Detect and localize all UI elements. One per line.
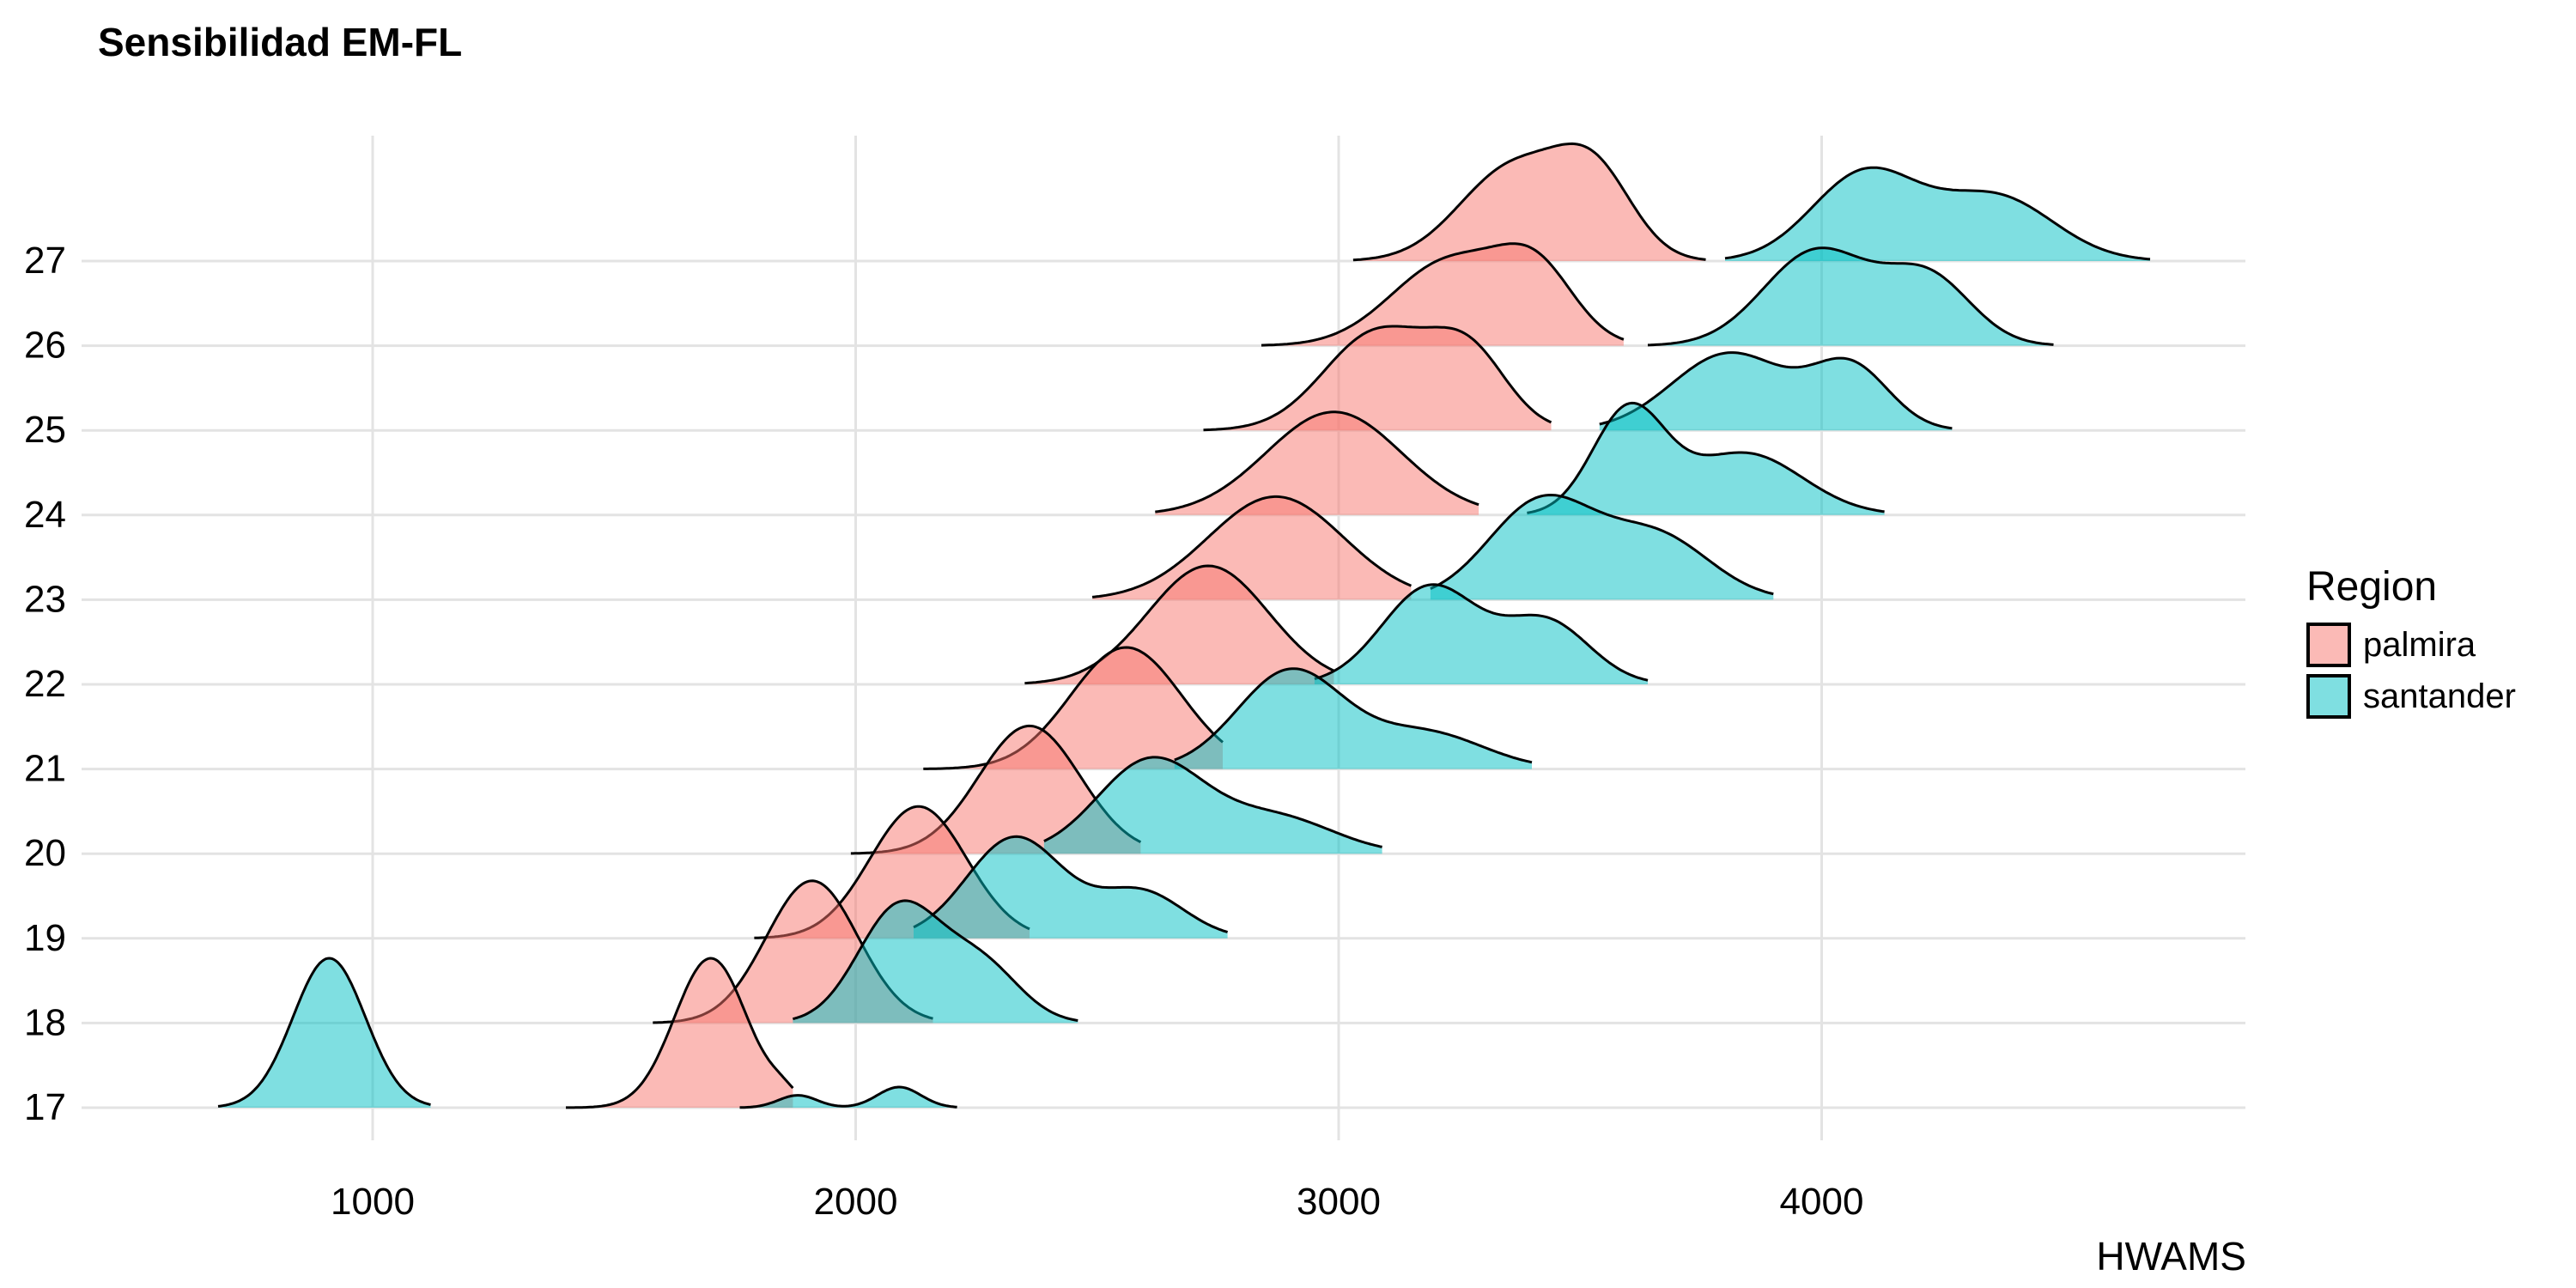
ridge-palmira-26-fill: [1261, 243, 1624, 346]
ridge-palmira-25-outline: [1203, 325, 1552, 432]
ridge-palmira-21-outline: [923, 646, 1224, 770]
ridge-santander-25-outline: [1599, 351, 1953, 430]
legend-label-palmira: palmira: [2363, 625, 2476, 664]
ridge-palmira-25-fill: [1203, 326, 1552, 431]
y-tick-label-26: 26: [24, 325, 66, 367]
ridge-palmira-17-outline: [566, 957, 794, 1109]
axis-ticks: 17 18 19 20 21 22 23 24 25 26 27 1000 2000 3000 4000: [24, 240, 1863, 1223]
legend-title: Region: [2306, 564, 2438, 610]
ridge-santander-24-fill: [1527, 403, 1885, 515]
ridge-palmira-23-outline: [1091, 495, 1413, 598]
x-tick-label-4000: 4000: [1780, 1181, 1864, 1223]
ridge-santander-17-fill: [218, 958, 431, 1108]
ridge-santander-19-outline: [913, 835, 1229, 933]
legend-item-santander: santander: [2306, 671, 2516, 722]
x-tick-label-3000: 3000: [1297, 1181, 1381, 1223]
legend-swatch-palmira: [2306, 623, 2351, 667]
ridge-palmira-24-outline: [1155, 410, 1479, 513]
y-tick-label-23: 23: [24, 578, 66, 620]
ridge-santander-20-fill: [1043, 756, 1382, 854]
y-tick-label-24: 24: [24, 494, 66, 536]
ridge-santander-18-fill: [793, 900, 1078, 1024]
ridge-palmira-22-outline: [1024, 564, 1335, 685]
x-axis-title: HWAMS: [2096, 1234, 2246, 1279]
ridge-santander-17b-fill: [739, 1087, 957, 1108]
ridge-santander-24-outline: [1527, 401, 1885, 514]
y-tick-label-19: 19: [24, 917, 66, 959]
ridge-palmira-27-fill: [1352, 143, 1706, 261]
ridge-santander-23-outline: [1430, 493, 1774, 596]
chart-title: Sensibilidad EM-FL: [98, 20, 463, 64]
ridge-palmira-21-fill: [923, 647, 1223, 769]
legend-swatch-santander: [2306, 674, 2351, 719]
legend-item-palmira: palmira: [2306, 619, 2516, 671]
y-tick-label-17: 17: [24, 1086, 66, 1128]
ridge-santander-27-fill: [1725, 167, 2150, 261]
ridge-palmira-23-fill: [1092, 496, 1412, 600]
ridge-santander-17b-outline: [739, 1085, 957, 1109]
legend: Region palmira santander: [2306, 563, 2516, 722]
ridge-series: [217, 142, 2151, 1109]
ridge-santander-20-outline: [1043, 756, 1382, 848]
ridge-santander-19-fill: [914, 836, 1228, 939]
ridge-palmira-17-fill: [566, 958, 793, 1108]
x-tick-label-2000: 2000: [814, 1181, 898, 1223]
ridge-santander-18-outline: [792, 899, 1078, 1022]
ridge-santander-21-outline: [1174, 667, 1533, 764]
ridge-palmira-24-fill: [1155, 411, 1479, 515]
ridge-santander-22-outline: [1314, 583, 1649, 682]
x-tick-label-1000: 1000: [331, 1181, 415, 1223]
y-tick-label-20: 20: [24, 832, 66, 874]
y-tick-label-22: 22: [24, 663, 66, 705]
legend-label-santander: santander: [2363, 677, 2516, 715]
ridge-santander-22-fill: [1314, 584, 1648, 684]
y-tick-label-21: 21: [24, 748, 66, 790]
ridge-santander-17-outline: [217, 957, 431, 1108]
ridge-santander-26-outline: [1647, 246, 2054, 347]
ridge-santander-21-fill: [1174, 668, 1532, 769]
ridge-palmira-26-outline: [1261, 242, 1625, 347]
ridge-santander-26-fill: [1648, 247, 2054, 346]
ridge-santander-27-outline: [1724, 166, 2151, 261]
ridge-palmira-22-fill: [1024, 566, 1334, 684]
y-tick-label-18: 18: [24, 1001, 66, 1043]
ridge-palmira-20-fill: [850, 726, 1141, 854]
y-tick-label-25: 25: [24, 409, 66, 451]
ridge-santander-23-fill: [1430, 495, 1774, 600]
y-tick-label-27: 27: [24, 240, 66, 282]
ridge-palmira-27-outline: [1352, 142, 1706, 262]
